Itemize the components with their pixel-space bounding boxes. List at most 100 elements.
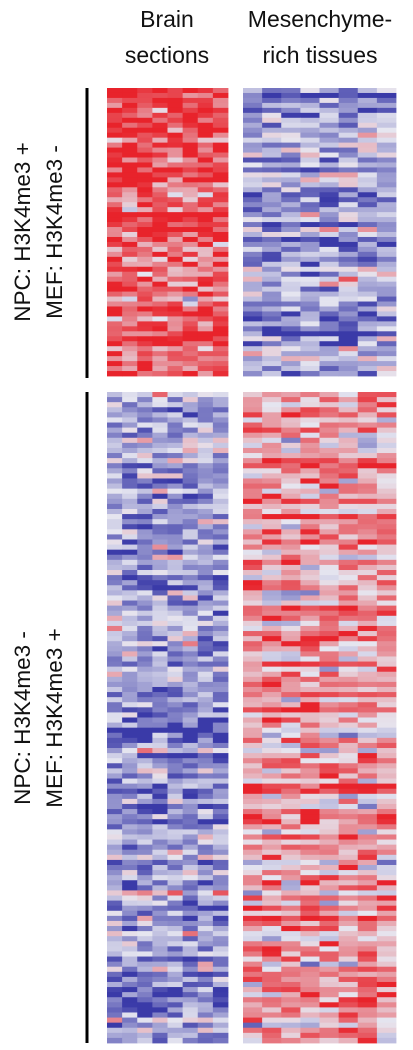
heatmap-cell-brain-g2-r68-c7 — [212, 737, 229, 744]
heatmap-cell-mesen-g2-r88-c3 — [300, 839, 320, 846]
heatmap-cell-mesen-g2-r43-c7 — [376, 610, 397, 617]
heatmap-cell-mesen-g1-r14-c1 — [262, 157, 282, 163]
heatmap-cell-brain-g2-r30-c3 — [152, 544, 168, 551]
heatmap-cell-mesen-g2-r33-c5 — [338, 559, 359, 566]
heatmap-cell-brain-g2-r18-c5 — [182, 483, 199, 490]
heatmap-cell-brain-g2-r93-c7 — [212, 864, 229, 871]
heatmap-cell-mesen-g1-r56-c4 — [319, 366, 340, 372]
heatmap-cell-mesen-g2-r42-c1 — [262, 605, 282, 612]
heatmap-cell-brain-g2-r60-c3 — [152, 697, 168, 703]
heatmap-cell-brain-g1-r16-c2 — [137, 167, 153, 173]
heatmap-cell-mesen-g2-r45-c6 — [357, 620, 378, 627]
heatmap-cell-brain-g2-r38-c4 — [167, 585, 184, 591]
heatmap-cell-brain-g1-r45-c7 — [212, 311, 229, 317]
heatmap-cell-brain-g2-r16-c5 — [182, 473, 199, 479]
heatmap-cell-brain-g1-r16-c4 — [167, 167, 184, 173]
heatmap-cell-mesen-g2-r32-c2 — [281, 554, 301, 561]
heatmap-cell-brain-g1-r48-c7 — [212, 326, 229, 332]
heatmap-cell-brain-g2-r87-c2 — [137, 834, 153, 840]
heatmap-cell-brain-g2-r4-c7 — [212, 412, 229, 418]
heatmap-cell-mesen-g2-r111-c2 — [281, 956, 301, 963]
heatmap-cell-mesen-g1-r11-c1 — [262, 142, 282, 148]
heatmap-cell-mesen-g2-r47-c7 — [376, 631, 397, 637]
heatmap-cell-brain-g2-r124-c3 — [152, 1022, 168, 1029]
heatmap-cell-brain-g2-r112-c1 — [122, 961, 138, 968]
heatmap-cell-mesen-g2-r124-c4 — [319, 1022, 340, 1029]
heatmap-cell-brain-g2-r56-c6 — [197, 676, 214, 683]
heatmap-cell-mesen-g2-r17-c7 — [376, 478, 397, 484]
heatmap-cell-mesen-g2-r3-c0 — [243, 407, 263, 413]
heatmap-cell-brain-g2-r9-c6 — [197, 437, 214, 444]
heatmap-cell-mesen-g2-r24-c3 — [300, 514, 320, 520]
heatmap-cell-brain-g2-r53-c7 — [212, 661, 229, 668]
heatmap-cell-mesen-g2-r28-c4 — [319, 534, 340, 540]
heatmap-cell-mesen-g1-r18-c5 — [338, 177, 359, 183]
heatmap-cell-brain-g2-r64-c3 — [152, 717, 168, 723]
heatmap-cell-brain-g2-r53-c6 — [197, 661, 214, 668]
heatmap-cell-brain-g1-r13-c0 — [107, 152, 123, 158]
heatmap-cell-brain-g2-r39-c0 — [107, 590, 123, 596]
heatmap-cell-mesen-g2-r12-c7 — [376, 453, 397, 459]
heatmap-cell-mesen-g2-r125-c0 — [243, 1027, 263, 1034]
heatmap-cell-brain-g2-r113-c0 — [107, 966, 123, 973]
heatmap-cell-brain-g2-r36-c5 — [182, 575, 199, 581]
heatmap-cell-brain-g2-r108-c4 — [167, 941, 184, 947]
heatmap-cell-mesen-g2-r6-c0 — [243, 422, 263, 429]
heatmap-cell-brain-g2-r114-c3 — [152, 971, 168, 978]
heatmap-cell-mesen-g1-r21-c1 — [262, 192, 282, 198]
heatmap-cell-mesen-g1-r36-c6 — [357, 266, 378, 273]
heatmap-cell-brain-g1-r4-c2 — [137, 107, 153, 114]
heatmap-cell-brain-g2-r50-c6 — [197, 646, 214, 652]
heatmap-cell-mesen-g1-r15-c7 — [376, 162, 397, 168]
heatmap-cell-brain-g2-r126-c7 — [212, 1032, 229, 1039]
heatmap-cell-brain-g1-r52-c0 — [107, 346, 123, 352]
heatmap-cell-mesen-g2-r118-c2 — [281, 992, 301, 998]
heatmap-cell-brain-g2-r47-c5 — [182, 631, 199, 637]
heatmap-cell-brain-g2-r86-c6 — [197, 829, 214, 835]
heatmap-cell-brain-g2-r74-c7 — [212, 768, 229, 774]
heatmap-cell-brain-g2-r120-c7 — [212, 1002, 229, 1008]
heatmap-cell-mesen-g2-r121-c7 — [376, 1007, 397, 1013]
heatmap-cell-mesen-g2-r58-c7 — [376, 686, 397, 693]
heatmap-cell-mesen-g2-r83-c0 — [243, 814, 263, 820]
heatmap-cell-brain-g2-r76-c6 — [197, 778, 214, 785]
heatmap-cell-mesen-g1-r5-c2 — [281, 112, 301, 119]
heatmap-cell-mesen-g2-r95-c0 — [243, 875, 263, 881]
heatmap-cell-brain-g1-r0-c0 — [107, 88, 123, 94]
heatmap-cell-brain-g2-r18-c4 — [167, 483, 184, 490]
heatmap-cell-mesen-g2-r34-c1 — [262, 564, 282, 571]
heatmap-cell-mesen-g2-r75-c7 — [376, 773, 397, 779]
heatmap-cell-brain-g2-r61-c2 — [137, 702, 153, 708]
heatmap-cell-mesen-g1-r0-c1 — [262, 88, 282, 94]
heatmap-cell-brain-g2-r62-c5 — [182, 707, 199, 713]
heatmap-cell-brain-g2-r65-c1 — [122, 722, 138, 729]
heatmap-cell-brain-g2-r36-c2 — [137, 575, 153, 581]
heatmap-cell-brain-g1-r17-c5 — [182, 172, 199, 178]
heatmap-cell-brain-g2-r90-c3 — [152, 849, 168, 856]
heatmap-cell-mesen-g1-r24-c1 — [262, 207, 282, 213]
heatmap-cell-brain-g2-r124-c1 — [122, 1022, 138, 1029]
heatmap-cell-mesen-g2-r12-c0 — [243, 453, 263, 459]
heatmap-cell-brain-g2-r70-c1 — [122, 748, 138, 754]
heatmap-cell-brain-g1-r55-c2 — [137, 361, 153, 367]
heatmap-cell-brain-g1-r10-c7 — [212, 137, 229, 144]
heatmap-cell-mesen-g1-r35-c5 — [338, 261, 359, 268]
heatmap-cell-brain-g2-r55-c0 — [107, 671, 123, 678]
heatmap-cell-brain-g2-r127-c0 — [107, 1037, 123, 1044]
heatmap-cell-brain-g2-r59-c3 — [152, 692, 168, 698]
heatmap-cell-brain-g1-r12-c4 — [167, 147, 184, 153]
heatmap-cell-brain-g2-r2-c6 — [197, 402, 214, 408]
heatmap-cell-mesen-g2-r32-c4 — [319, 554, 340, 561]
heatmap-cell-mesen-g1-r42-c4 — [319, 296, 340, 302]
heatmap-cell-brain-g2-r71-c7 — [212, 753, 229, 759]
heatmap-cell-mesen-g2-r125-c4 — [319, 1027, 340, 1034]
heatmap-cell-mesen-g2-r53-c0 — [243, 661, 263, 668]
heatmap-cell-brain-g1-r56-c6 — [197, 366, 214, 372]
heatmap-cell-mesen-g2-r101-c5 — [338, 905, 359, 912]
heatmap-cell-brain-g2-r20-c4 — [167, 493, 184, 500]
heatmap-cell-mesen-g2-r66-c7 — [376, 727, 397, 734]
heatmap-cell-mesen-g1-r23-c2 — [281, 202, 301, 208]
heatmap-cell-mesen-g1-r1-c0 — [243, 92, 263, 99]
heatmap-cell-mesen-g2-r21-c6 — [357, 498, 378, 505]
heatmap-cell-mesen-g2-r111-c5 — [338, 956, 359, 963]
